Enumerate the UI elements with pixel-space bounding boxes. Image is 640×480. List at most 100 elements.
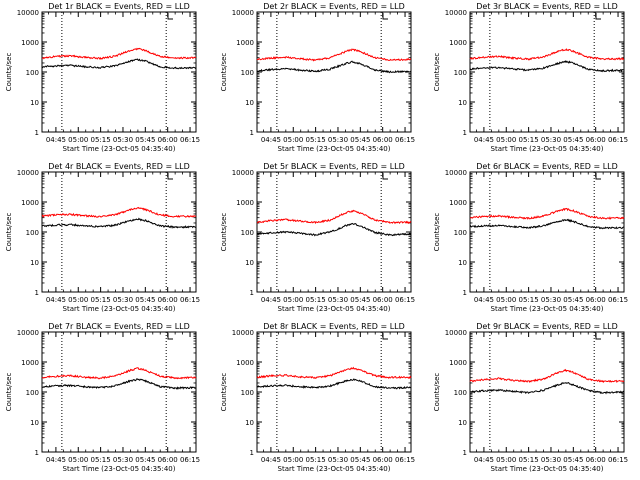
- y-tick-label: 10000: [232, 329, 254, 337]
- x-tick-label: 06:00: [373, 456, 393, 464]
- x-tick-label: 05:45: [135, 296, 155, 304]
- legend-marker: [382, 13, 388, 20]
- legend-marker: [167, 13, 173, 20]
- x-tick-label: 05:00: [68, 456, 88, 464]
- y-tick-label: 10000: [17, 9, 39, 17]
- x-tick-label: 05:00: [496, 136, 516, 144]
- y-tick-label: 100: [26, 229, 39, 237]
- x-tick-label: 04:45: [261, 136, 281, 144]
- detector-panel-8: Det 8r BLACK = Events, RED = LLD 1 10 100 10…: [220, 322, 415, 473]
- detector-panel-4: Det 4r BLACK = Events, RED = LLD 1 10 100 10…: [5, 162, 200, 313]
- y-tick-label: 100: [454, 389, 467, 397]
- x-tick-label: 06:00: [158, 456, 178, 464]
- detector-panel-7: Det 7r BLACK = Events, RED = LLD 1 10 100 10…: [5, 322, 200, 473]
- legend-marker: [595, 13, 601, 20]
- series-line-events: [41, 58, 197, 70]
- detector-panel-9: Det 9r BLACK = Events, RED = LLD 1 10 100 10…: [433, 322, 628, 473]
- series-line-events: [469, 60, 625, 73]
- panel-title: Det 6r BLACK = Events, RED = LLD: [476, 162, 618, 171]
- y-axis-label: Counts/sec: [220, 53, 228, 92]
- y-tick-label: 10: [458, 419, 467, 427]
- plot-frame: [256, 331, 412, 453]
- x-tick-label: 05:30: [328, 296, 348, 304]
- y-tick-label: 1000: [449, 39, 467, 47]
- detector-panel-1: Det 1r BLACK = Events, RED = LLD 1 10 100 10…: [5, 2, 200, 153]
- x-tick-label: 04:45: [474, 456, 494, 464]
- y-tick-label: 1000: [21, 199, 39, 207]
- series-line-lld: [256, 366, 412, 380]
- y-tick-label: 10000: [445, 9, 467, 17]
- y-tick-label: 1: [250, 449, 254, 457]
- x-tick-label: 05:45: [350, 136, 370, 144]
- y-tick-label: 1: [35, 289, 39, 297]
- y-tick-label: 100: [26, 389, 39, 397]
- panel-title: Det 4r BLACK = Events, RED = LLD: [48, 162, 190, 171]
- x-tick-label: 06:15: [395, 136, 415, 144]
- x-tick-label: 05:15: [519, 456, 539, 464]
- x-tick-label: 05:15: [91, 136, 111, 144]
- y-tick-label: 100: [454, 69, 467, 77]
- x-tick-label: 06:00: [373, 296, 393, 304]
- x-tick-label: 06:15: [608, 136, 628, 144]
- x-tick-label: 06:00: [586, 136, 606, 144]
- y-axis-label: Counts/sec: [5, 373, 13, 412]
- x-tick-label: 04:45: [474, 296, 494, 304]
- series-line-lld: [469, 368, 625, 383]
- y-tick-label: 10: [30, 99, 39, 107]
- series-line-events: [256, 222, 412, 237]
- y-tick-label: 10000: [17, 169, 39, 177]
- x-axis-label: Start Time (23-Oct-05 04:35:40): [491, 465, 604, 473]
- series-line-lld: [469, 207, 625, 220]
- y-tick-label: 10: [245, 259, 254, 267]
- legend-marker: [167, 173, 173, 180]
- detector-panel-3: Det 3r BLACK = Events, RED = LLD 1 10 100 10…: [433, 2, 628, 153]
- x-tick-label: 06:15: [608, 456, 628, 464]
- x-tick-label: 05:45: [563, 296, 583, 304]
- panel-title: Det 8r BLACK = Events, RED = LLD: [263, 322, 405, 331]
- x-tick-label: 05:30: [328, 456, 348, 464]
- y-tick-label: 1000: [236, 199, 254, 207]
- x-tick-label: 04:45: [46, 456, 66, 464]
- plot-frame: [41, 331, 197, 453]
- x-axis-label: Start Time (23-Oct-05 04:35:40): [278, 465, 391, 473]
- series-line-lld: [41, 47, 197, 60]
- x-tick-label: 05:30: [113, 136, 133, 144]
- detector-panel-2: Det 2r BLACK = Events, RED = LLD 1 10 100 10…: [220, 2, 415, 153]
- x-tick-label: 04:45: [46, 136, 66, 144]
- x-tick-label: 06:15: [180, 456, 200, 464]
- x-tick-label: 05:30: [113, 456, 133, 464]
- y-tick-label: 1000: [449, 359, 467, 367]
- x-tick-label: 05:45: [135, 136, 155, 144]
- x-tick-label: 05:45: [350, 456, 370, 464]
- x-tick-label: 05:00: [68, 296, 88, 304]
- plot-frame: [41, 171, 197, 293]
- x-tick-label: 05:30: [113, 296, 133, 304]
- x-axis-label: Start Time (23-Oct-05 04:35:40): [491, 145, 604, 153]
- series-line-events: [256, 60, 412, 74]
- y-tick-label: 1: [463, 449, 467, 457]
- y-tick-label: 1: [250, 289, 254, 297]
- x-tick-label: 05:45: [135, 456, 155, 464]
- x-tick-label: 05:15: [91, 296, 111, 304]
- y-axis-label: Counts/sec: [433, 373, 441, 412]
- x-tick-label: 05:45: [563, 136, 583, 144]
- series-line-lld: [256, 48, 411, 62]
- panel-title: Det 5r BLACK = Events, RED = LLD: [263, 162, 405, 171]
- series-line-events: [469, 218, 625, 230]
- x-tick-label: 06:00: [158, 296, 178, 304]
- panel-title: Det 1r BLACK = Events, RED = LLD: [48, 2, 190, 11]
- x-tick-label: 06:00: [586, 456, 606, 464]
- x-tick-label: 05:45: [350, 296, 370, 304]
- x-tick-label: 06:15: [608, 296, 628, 304]
- x-tick-label: 05:30: [541, 456, 561, 464]
- y-tick-label: 1000: [236, 39, 254, 47]
- plot-frame: [469, 11, 625, 133]
- y-tick-label: 1: [35, 449, 39, 457]
- x-tick-label: 06:15: [395, 456, 415, 464]
- y-tick-label: 10000: [17, 329, 39, 337]
- y-tick-label: 10: [30, 419, 39, 427]
- plot-frame: [41, 11, 197, 133]
- x-tick-label: 06:00: [158, 136, 178, 144]
- series-line-events: [41, 217, 197, 229]
